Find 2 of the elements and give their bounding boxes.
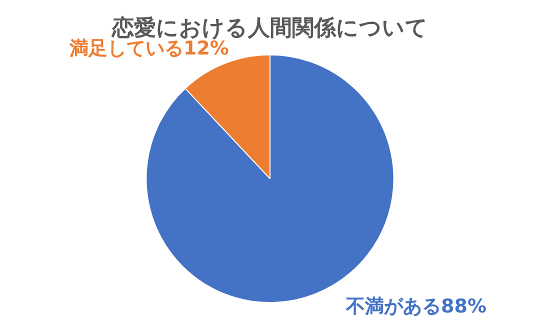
slice-label: 不満がある88% (345, 296, 487, 318)
chart-title: 恋愛における人間関係について (111, 14, 428, 41)
